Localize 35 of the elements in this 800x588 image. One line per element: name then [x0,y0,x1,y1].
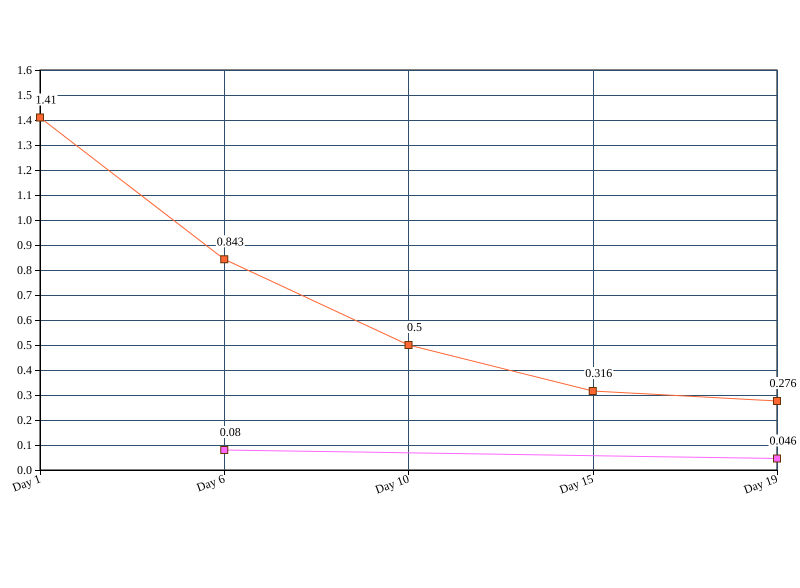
y-tick-label: 0.4 [17,363,32,377]
y-tick-label: 0.0 [17,463,32,477]
x-tick-label: Day 10 [373,471,411,497]
x-tick-label: Day 15 [557,471,596,497]
data-label: 0.276 [770,376,796,390]
y-tick-label: 0.6 [17,313,32,327]
data-label: 0.843 [216,234,244,248]
point [773,454,781,462]
y-tick-label: 1.4 [17,113,32,127]
data-label: 0.046 [770,434,796,448]
y-tick-label: 1.1 [17,188,32,202]
x-tick-label: Day 6 [194,471,227,494]
point [773,397,781,405]
point [220,255,228,264]
y-tick-label: 0.1 [17,438,32,452]
point [588,387,597,395]
y-tick-label: 0.5 [17,338,32,352]
y-tick-label: 1.2 [17,163,32,177]
data-label: 0.08 [220,425,241,439]
y-tick-label: 1.0 [17,213,32,227]
y-tick-label: 0.3 [17,388,32,402]
data-label: 1.41 [36,92,56,106]
y-tick-label: 0.2 [17,413,32,427]
y-tick-label: 0.8 [17,263,32,277]
y-tick-label: 1.5 [17,88,32,102]
x-tick-label: Day 19 [742,471,780,497]
y-tick-label: 0.9 [17,238,32,252]
point [404,341,412,349]
y-tick-label: 1.6 [17,63,32,77]
data-label: 0.316 [585,366,612,380]
y-tick-label: 0.7 [17,288,32,302]
point [36,114,44,122]
y-tick-label: 1.3 [17,138,32,152]
point [220,446,228,454]
data-label: 0.5 [407,320,422,334]
